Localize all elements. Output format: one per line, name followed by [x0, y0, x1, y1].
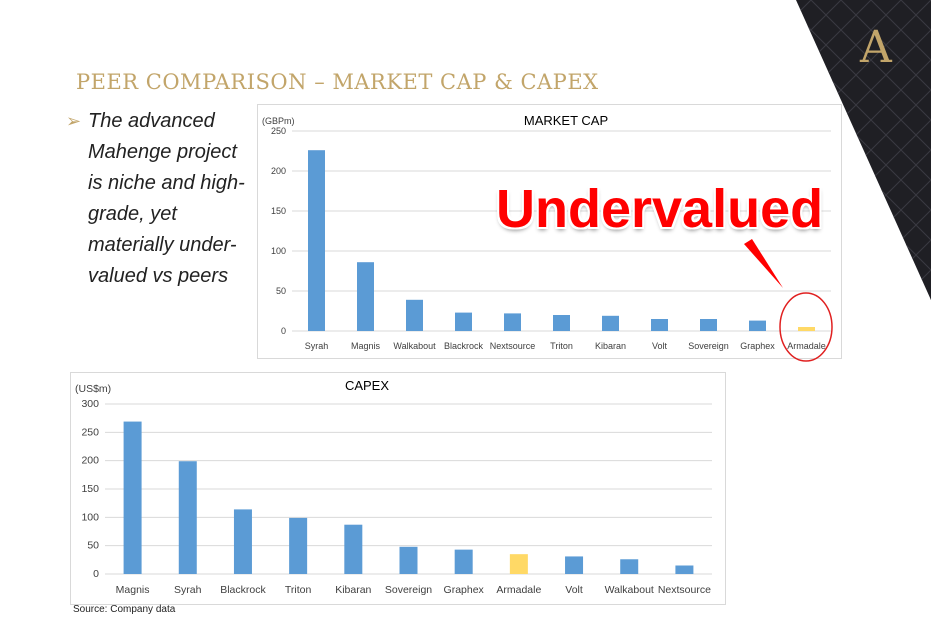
- capex-y-tick-label: 150: [81, 483, 99, 495]
- logo: A: [860, 22, 892, 73]
- capex-bar: [454, 549, 473, 574]
- capex-y-tick-label: 250: [81, 426, 99, 438]
- capex-category-label: Volt: [565, 584, 583, 596]
- market-cap-bar: [455, 312, 472, 331]
- market-cap-bar: [749, 320, 766, 331]
- arrow-bullet-icon: ➢: [66, 111, 82, 131]
- market-cap-category-label: Triton: [550, 341, 573, 351]
- market-cap-unit-label: (GBPm): [262, 116, 295, 126]
- capex-bar: [178, 461, 197, 574]
- market-cap-category-label: Kibaran: [595, 341, 626, 351]
- market-cap-category-label: Magnis: [351, 341, 381, 351]
- capex-bar: [620, 559, 639, 574]
- capex-bar: [233, 509, 252, 574]
- market-cap-bar: [602, 315, 619, 331]
- market-cap-bar: [406, 299, 423, 331]
- bullet-text: The advanced Mahenge project is niche an…: [88, 110, 245, 287]
- capex-category-label: Sovereign: [385, 584, 432, 596]
- capex-bar: [509, 554, 528, 574]
- capex-category-label: Walkabout: [605, 584, 654, 596]
- market-cap-y-tick-label: 150: [271, 206, 286, 216]
- market-cap-bar: [504, 313, 521, 331]
- market-cap-y-tick-label: 0: [281, 326, 286, 336]
- market-cap-title: MARKET CAP: [524, 113, 608, 128]
- capex-title: CAPEX: [345, 378, 389, 393]
- market-cap-bar: [553, 315, 570, 331]
- market-cap-bar: [700, 319, 717, 331]
- capex-bar: [289, 517, 308, 574]
- capex-bar: [399, 546, 418, 574]
- capex-bar: [344, 524, 363, 574]
- market-cap-category-label: Syrah: [305, 341, 329, 351]
- capex-category-label: Magnis: [116, 584, 150, 596]
- undervalued-callout: Undervalued: [496, 179, 824, 239]
- market-cap-category-label: Graphex: [740, 341, 775, 351]
- market-cap-y-tick-label: 250: [271, 126, 286, 136]
- capex-category-label: Armadale: [496, 584, 541, 596]
- market-cap-bar: [308, 150, 325, 331]
- capex-chart-svg: CAPEX (US$m) 0 50 100 150 200 250 300 Magnis Syr…: [75, 378, 712, 596]
- market-cap-y-tick-label: 200: [271, 166, 286, 176]
- capex-y-tick-label: 0: [93, 568, 99, 580]
- market-cap-category-label: Volt: [652, 341, 668, 351]
- market-cap-category-label: Sovereign: [688, 341, 729, 351]
- slide-title: PEER COMPARISON – MARKET CAP & CAPEX: [76, 70, 599, 94]
- bullet-point: ➢ The advanced Mahenge project is niche …: [66, 106, 256, 292]
- capex-y-tick-label: 50: [87, 540, 99, 552]
- market-cap-chart: MARKET CAP (GBPm) 0 50 100 150 200 250 Syrah Ma…: [257, 104, 842, 359]
- capex-category-label: Triton: [285, 584, 312, 596]
- capex-chart: CAPEX (US$m) 0 50 100 150 200 250 300 Magnis Syr…: [70, 372, 726, 605]
- capex-y-tick-label: 200: [81, 455, 99, 467]
- market-cap-bar: [357, 262, 374, 331]
- capex-category-label: Kibaran: [335, 584, 371, 596]
- market-cap-y-tick-label: 100: [271, 246, 286, 256]
- capex-category-label: Syrah: [174, 584, 202, 596]
- capex-y-tick-label: 100: [81, 511, 99, 523]
- capex-bar: [123, 421, 142, 574]
- capex-y-tick-label: 300: [81, 398, 99, 410]
- capex-unit-label: (US$m): [75, 383, 111, 395]
- market-cap-bar: [798, 327, 815, 331]
- corner-panel: [796, 0, 931, 300]
- capex-category-label: Graphex: [444, 584, 485, 596]
- capex-category-label: Nextsource: [658, 584, 711, 596]
- market-cap-y-tick-label: 50: [276, 286, 286, 296]
- source-note: Source: Company data: [73, 604, 176, 615]
- capex-bar: [565, 556, 584, 574]
- market-cap-chart-svg: MARKET CAP (GBPm) 0 50 100 150 200 250 Syrah Ma…: [262, 113, 831, 351]
- market-cap-category-label: Walkabout: [393, 341, 436, 351]
- capex-category-label: Blackrock: [220, 584, 266, 596]
- market-cap-category-label: Blackrock: [444, 341, 484, 351]
- capex-bar: [675, 565, 694, 574]
- market-cap-category-label: Nextsource: [490, 341, 536, 351]
- market-cap-bar: [651, 319, 668, 331]
- market-cap-category-label: Armadale: [787, 341, 826, 351]
